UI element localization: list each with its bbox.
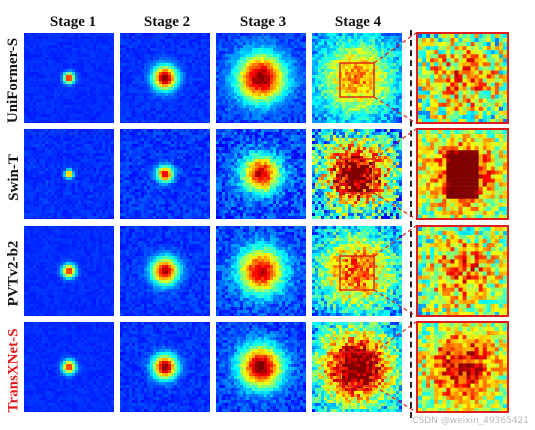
heatmap-swin-stage-4 bbox=[312, 129, 402, 219]
heatmap-uniformer-stage-2 bbox=[120, 33, 210, 123]
heatmap-pvtv2-stage-2 bbox=[120, 226, 210, 316]
column-header-stage-2: Stage 2 bbox=[143, 14, 191, 30]
highlight-box bbox=[339, 255, 375, 291]
heatmap-transxnet-stage-2 bbox=[120, 322, 210, 412]
column-header-stage-1: Stage 1 bbox=[49, 14, 97, 30]
column-header-stage-4: Stage 4 bbox=[334, 14, 382, 30]
heatmap-transxnet-stage-3 bbox=[216, 322, 306, 412]
heatmap-uniformer-stage-1 bbox=[24, 33, 114, 123]
heatmap-swin-stage-2 bbox=[120, 129, 210, 219]
heatmap-transxnet-stage-4 bbox=[312, 322, 402, 412]
zoom-separator bbox=[410, 30, 412, 418]
highlight-box bbox=[339, 351, 375, 387]
heatmap-pvtv2-stage-1 bbox=[24, 226, 114, 316]
heatmap-swin-stage-1 bbox=[24, 129, 114, 219]
column-header-stage-3: Stage 3 bbox=[239, 14, 287, 30]
heatmap-uniformer-stage-4 bbox=[312, 33, 402, 123]
watermark: CSDN @weixin_49365421 bbox=[412, 416, 529, 426]
zoom-panel-pvtv2 bbox=[416, 225, 509, 317]
highlight-box bbox=[339, 158, 375, 194]
zoom-panel-swin bbox=[416, 128, 509, 220]
heatmap-uniformer-stage-3 bbox=[216, 33, 306, 123]
heatmap-pvtv2-stage-3 bbox=[216, 226, 306, 316]
heatmap-pvtv2-stage-4 bbox=[312, 226, 402, 316]
heatmap-swin-stage-3 bbox=[216, 129, 306, 219]
heatmap-transxnet-stage-1 bbox=[24, 322, 114, 412]
zoom-panel-uniformer bbox=[416, 32, 509, 124]
highlight-box bbox=[339, 62, 375, 98]
zoom-panel-transxnet bbox=[416, 321, 509, 413]
